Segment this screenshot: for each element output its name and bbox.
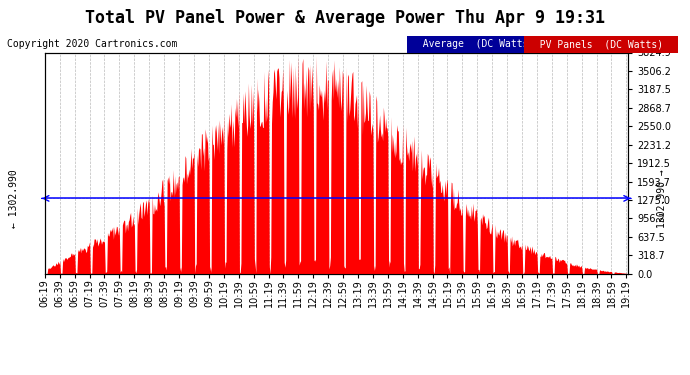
Text: ← 1302.990: ← 1302.990 [8, 169, 19, 228]
Text: PV Panels  (DC Watts): PV Panels (DC Watts) [528, 39, 675, 50]
Text: 1302.990 →: 1302.990 → [657, 169, 667, 228]
Text: Average  (DC Watts): Average (DC Watts) [411, 39, 546, 50]
Text: Copyright 2020 Cartronics.com: Copyright 2020 Cartronics.com [7, 39, 177, 50]
Text: Total PV Panel Power & Average Power Thu Apr 9 19:31: Total PV Panel Power & Average Power Thu… [85, 9, 605, 27]
